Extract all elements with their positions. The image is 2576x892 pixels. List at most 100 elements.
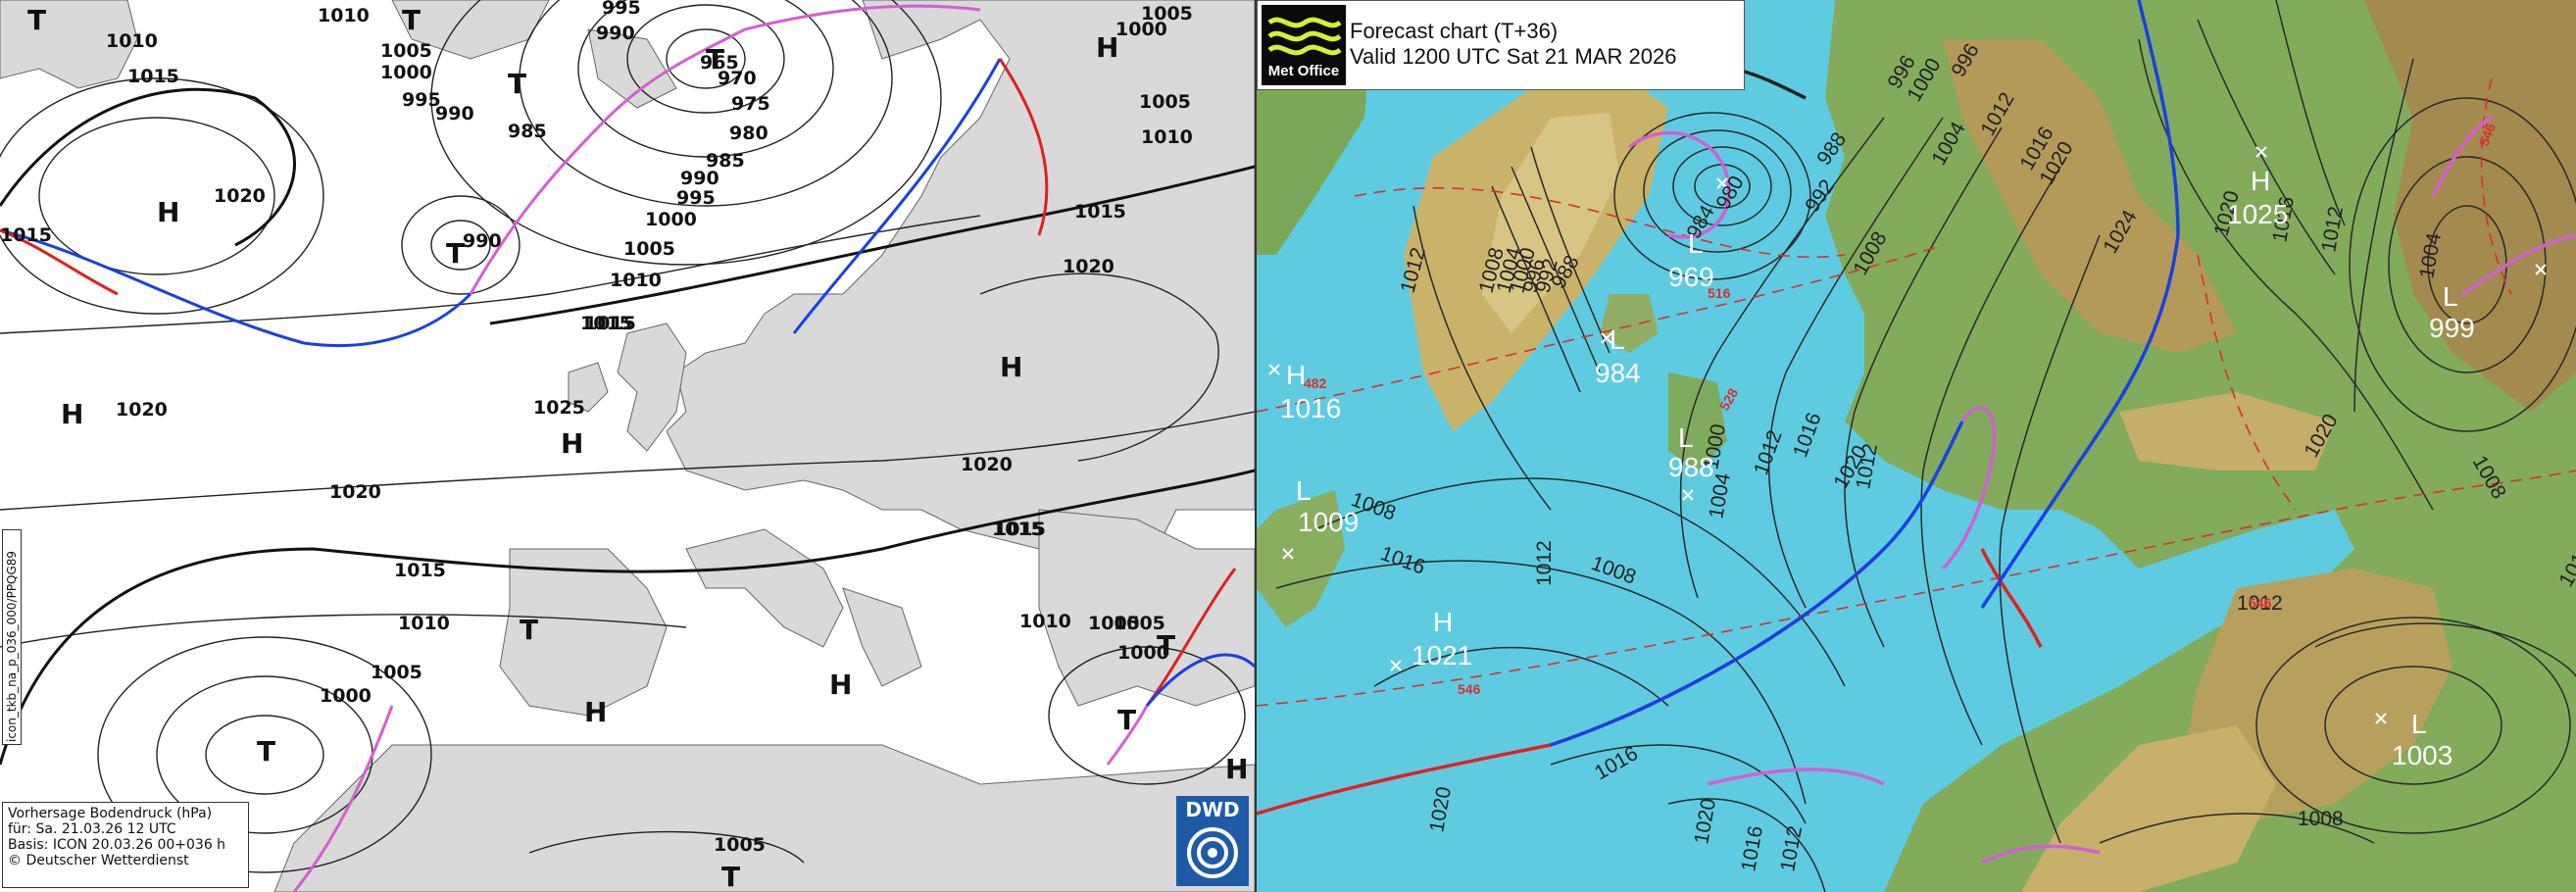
- dwd-isobar-label: 1010: [106, 30, 158, 52]
- dwd-isobar-label: 1005: [1114, 613, 1165, 634]
- dwd-isobar-label: 1005: [623, 238, 675, 260]
- thickness-label: 546: [2476, 121, 2499, 148]
- low-center-label: T: [721, 861, 740, 892]
- dwd-isobar-label: 1015: [394, 560, 446, 581]
- dwd-isobar-label: 1020: [116, 399, 168, 421]
- dwd-isobar-label: 1015: [994, 519, 1046, 540]
- high-center-value: 1025: [2227, 199, 2288, 229]
- dwd-isobar-label: 990: [435, 103, 474, 124]
- low-center-label: T: [508, 68, 526, 100]
- high-center-label: H: [1225, 753, 1248, 785]
- low-center-label: T: [706, 43, 724, 75]
- mo-isobar-label: 1012: [2237, 592, 2283, 615]
- high-center-letter: H: [1433, 607, 1453, 637]
- mo-isobars: [1275, 0, 2576, 892]
- dwd-centers: T T T T H H H H T H H T T H T H T T H: [27, 4, 1248, 892]
- dwd-isobar-label: 990: [596, 23, 635, 44]
- dwd-isobar-label: 1015: [127, 66, 179, 87]
- thickness-label: 516: [1708, 285, 1731, 301]
- high-center-label: H: [1225, 753, 1248, 785]
- high-center-letter: H: [1286, 360, 1306, 390]
- dwd-isobar-label: 1020: [1063, 256, 1115, 277]
- dwd-isobar-label: 1005: [371, 662, 422, 683]
- low-center-value: 1003: [2392, 740, 2452, 770]
- dwd-isobar-label: 1015: [992, 519, 1044, 540]
- mo-fronts: [1257, 0, 2576, 865]
- dwd-logo-text: DWD: [1185, 798, 1240, 821]
- dwd-isobar-label: 1015: [1074, 201, 1126, 223]
- low-center-value: 1009: [1298, 507, 1359, 537]
- dwd-map: 1010 1010 995 990 1005 1000 995 990 985 …: [0, 0, 1255, 892]
- low-center-letter: L: [1688, 228, 1704, 259]
- dwd-isobar-label: 1000: [1117, 642, 1169, 664]
- high-center-label: H: [584, 696, 607, 728]
- dwd-isobar-label: 1005: [1141, 3, 1193, 25]
- high-center-label: H: [1000, 351, 1022, 383]
- metoffice-map: 1012 1008 1004 1000 996 992 988 984 980 …: [1257, 0, 2576, 892]
- low-center-letter: L: [1678, 422, 1694, 453]
- dwd-isobar-label: 1010: [1019, 611, 1071, 632]
- dwd-isobar-label-group: 1010 1010 995 990 1005 1000 995 990 985 …: [0, 0, 1193, 856]
- high-center-value: 1016: [1280, 393, 1341, 423]
- mo-isobar-label: 1012: [1533, 540, 1556, 586]
- low-center-value: 988: [1668, 452, 1714, 482]
- low-center-letter: L: [2443, 281, 2458, 312]
- dwd-isobar-label: 1025: [533, 397, 585, 419]
- dwd-isobar-label: 1005: [1088, 613, 1140, 634]
- legend-valid-time: für: Sa. 21.03.26 12 UTC: [8, 821, 176, 837]
- dwd-isobar-label: 970: [718, 68, 757, 89]
- dwd-isobar-label: 1010: [1141, 126, 1193, 148]
- legend-base-run: Basis: ICON 20.03.26 00+036 h: [8, 837, 226, 853]
- dwd-thick-isobars: [0, 87, 1255, 766]
- dwd-isobar-label: 1020: [214, 185, 266, 207]
- dwd-isobars: [0, 0, 1255, 873]
- dwd-isobar-label: 985: [508, 121, 547, 142]
- low-center-label: T: [257, 735, 275, 768]
- low-center-label: T: [402, 4, 421, 36]
- metoffice-title-box: Met Office Forecast chart (T+36) Valid 1…: [1257, 0, 1745, 90]
- low-center-label: T: [1117, 704, 1136, 736]
- legend-title: Vorhersage Bodendruck (hPa): [8, 806, 213, 821]
- dwd-isobar-label: 1015: [580, 313, 632, 334]
- dwd-isobar-label: 1000: [380, 62, 432, 83]
- metoffice-chart-panel: 1012 1008 1004 1000 996 992 988 984 980 …: [1257, 0, 2576, 892]
- high-center-label: H: [829, 669, 852, 701]
- mo-center-markers: [1268, 146, 2547, 724]
- mo-thickness-lines: [1257, 77, 2576, 707]
- dwd-isobar-label: 965: [700, 52, 739, 74]
- dwd-isobar-label: 975: [731, 93, 770, 115]
- dwd-logo: DWD: [1176, 796, 1249, 886]
- dwd-isobar-label: 1015: [584, 313, 636, 334]
- dwd-swirl-icon: [1187, 827, 1238, 878]
- high-center-label: H: [561, 427, 583, 460]
- dwd-isobar-label: 1010: [398, 613, 450, 634]
- dwd-isobar-label: 995: [676, 187, 716, 209]
- dwd-isobar-label: 1000: [1115, 19, 1167, 40]
- dwd-isobar-label: 1010: [610, 270, 662, 291]
- dwd-isobar-label: 1000: [645, 209, 697, 230]
- high-center-label: H: [61, 398, 83, 430]
- dwd-isobar-label: 1000: [320, 685, 372, 707]
- dwd-isobar-label: 1005: [380, 40, 432, 62]
- dwd-legend: Vorhersage Bodendruck (hPa) für: Sa. 21.…: [2, 802, 249, 888]
- model-run-code: icon_tkb_na_p_036_000/PPQG89: [2, 529, 22, 745]
- thickness-label: 482: [1304, 375, 1327, 391]
- low-center-value: 984: [1595, 358, 1641, 388]
- dwd-chart-panel: 1010 1010 995 990 1005 1000 995 990 985 …: [0, 0, 1255, 892]
- mo-center-labels: L 969 L 984 H 1016 L 1009 L 988 H 1021 H…: [1280, 166, 2475, 770]
- dwd-isobar-label: 980: [729, 123, 768, 144]
- dwd-isobar-label: 995: [402, 89, 441, 111]
- dwd-isobar-label: 995: [602, 0, 641, 19]
- panel-divider: [1255, 0, 1257, 892]
- dwd-isobar-label: 1005: [714, 834, 766, 856]
- dwd-isobar-label: 1010: [318, 5, 370, 26]
- thickness-label: 546: [2249, 595, 2272, 611]
- low-center-label: T: [27, 4, 46, 36]
- dwd-isobar-label: 1005: [1139, 91, 1191, 113]
- high-center-label: H: [157, 196, 179, 228]
- low-center-letter: L: [2411, 709, 2427, 739]
- dwd-land: [0, 0, 1255, 892]
- high-center-value: 1021: [1412, 640, 1472, 670]
- low-center-value: 999: [2429, 313, 2475, 343]
- dwd-isobar-label: 1020: [961, 454, 1013, 475]
